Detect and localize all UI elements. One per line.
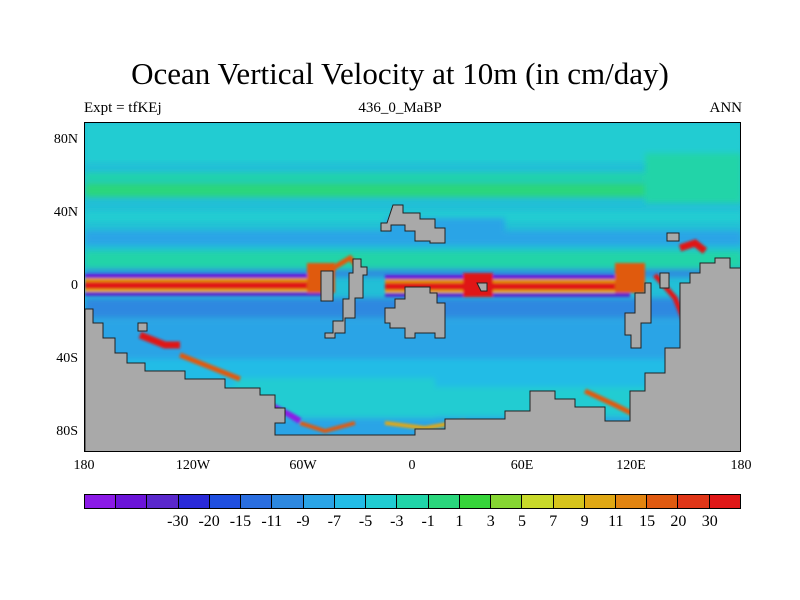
y-tick-80s: 80S <box>56 424 78 439</box>
colorbar-swatch <box>522 495 554 508</box>
colorbar-swatch <box>366 495 398 508</box>
colorbar-swatch <box>209 495 242 508</box>
x-tick-60w: 60W <box>289 458 317 473</box>
colorbar-swatch <box>428 495 460 508</box>
colorbar-label: -11 <box>261 513 283 530</box>
colorbar-label: -15 <box>229 513 252 530</box>
colorbar-swatch <box>272 495 304 508</box>
colorbar-label: 1 <box>455 513 464 530</box>
central-island <box>384 286 446 339</box>
x-tick-0: 0 <box>408 458 416 473</box>
x-tick-60e: 60E <box>510 458 534 473</box>
x-tick-180e: 180 <box>730 458 752 473</box>
eastern-land-3 <box>666 232 680 242</box>
colorbar-swatch <box>116 495 148 508</box>
northern-land-3 <box>320 270 334 302</box>
colorbar-label: 30 <box>701 513 718 530</box>
case-label: 436_0_MaBP <box>358 100 442 116</box>
y-tick-80n: 80N <box>53 132 78 147</box>
colorbar-label: 5 <box>518 513 526 530</box>
velocity-map <box>84 122 741 452</box>
equatorial-upwelling <box>85 263 645 297</box>
colorbar-swatch <box>334 495 367 508</box>
colorbar-label: -1 <box>421 513 435 530</box>
southern-continent-west <box>85 257 740 451</box>
colorbar-label: -9 <box>296 513 310 530</box>
colorbar-label: 7 <box>549 513 558 530</box>
eastern-land-2 <box>659 272 670 289</box>
colorbar-swatch <box>303 495 335 508</box>
colorbar-swatch <box>709 495 740 508</box>
colorbar-label: -20 <box>198 513 220 530</box>
colorbar-label: 9 <box>580 513 589 530</box>
colorbar-swatch <box>459 495 492 508</box>
colorbar-label: -30 <box>167 513 189 530</box>
land-masses <box>85 204 740 451</box>
velocity-map-canvas <box>85 123 740 451</box>
colorbar-swatch <box>241 495 273 508</box>
y-tick-40s: 40S <box>56 351 78 366</box>
colorbar-label: -7 <box>327 513 341 530</box>
west-island <box>137 322 148 332</box>
colorbar-label: -3 <box>390 513 404 530</box>
small-island <box>476 282 488 292</box>
x-tick-120e: 120E <box>616 458 646 473</box>
colorbar-swatch <box>85 495 117 508</box>
colorbar-swatch <box>678 495 710 508</box>
season-label: ANN <box>709 100 743 116</box>
colorbar-swatch <box>553 495 585 508</box>
colorbar-swatch <box>491 495 523 508</box>
colorbar-label: 11 <box>608 513 624 530</box>
y-tick-40n: 40N <box>53 205 78 220</box>
colorbar <box>84 494 741 509</box>
colorbar-swatch <box>147 495 179 508</box>
northern-land-1 <box>380 204 446 244</box>
northern-land-2 <box>324 258 368 339</box>
x-tick-120w: 120W <box>175 458 211 473</box>
experiment-label: Expt = tfKEj <box>84 100 162 116</box>
colorbar-swatch <box>397 495 429 508</box>
x-tick-180w: 180 <box>73 458 95 473</box>
colorbar-swatch <box>584 495 616 508</box>
colorbar-swatch <box>178 495 210 508</box>
colorbar-label: 3 <box>486 513 495 530</box>
y-tick-0: 0 <box>71 278 78 293</box>
colorbar-label: -5 <box>358 513 373 530</box>
colorbar-label: 20 <box>670 513 687 530</box>
colorbar-swatch <box>615 495 648 508</box>
colorbar-swatch <box>647 495 679 508</box>
eastern-land-1 <box>624 282 652 349</box>
colorbar-label: 15 <box>639 513 656 530</box>
plot-title: Ocean Vertical Velocity at 10m (in cm/da… <box>131 56 669 91</box>
